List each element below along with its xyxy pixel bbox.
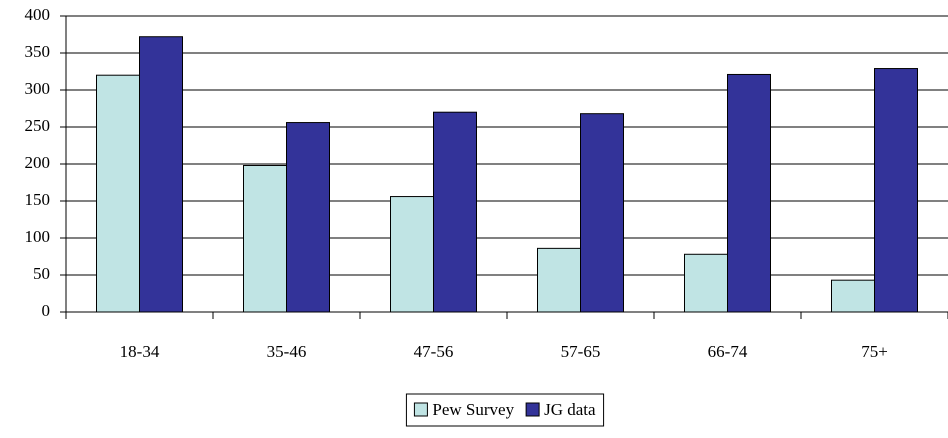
x-tick-label: 66-74 — [708, 342, 748, 361]
bar — [286, 122, 330, 313]
bar — [139, 36, 183, 313]
y-tick-label: 0 — [42, 301, 51, 320]
bar — [243, 164, 287, 313]
y-tick-label: 100 — [25, 227, 51, 246]
y-tick-label: 200 — [25, 153, 51, 172]
y-tick-label: 150 — [25, 190, 51, 209]
bar — [874, 68, 918, 313]
legend-label: Pew Survey — [432, 400, 514, 419]
bar — [684, 253, 728, 313]
bar — [96, 74, 140, 313]
bar — [831, 279, 875, 313]
bar — [433, 111, 477, 313]
y-tick-label: 250 — [25, 116, 51, 135]
bar — [727, 73, 771, 313]
y-tick-label: 350 — [25, 42, 51, 61]
x-tick-label: 18-34 — [120, 342, 160, 361]
y-tick-label: 400 — [25, 5, 51, 24]
x-tick-label: 57-65 — [561, 342, 601, 361]
legend-box — [405, 393, 605, 427]
bar — [580, 113, 624, 313]
x-tick-label: 47-56 — [414, 342, 454, 361]
legend-swatch — [413, 402, 428, 417]
y-tick-label: 300 — [25, 79, 51, 98]
bar — [390, 196, 434, 313]
y-tick-label: 50 — [33, 264, 50, 283]
x-tick-label: 35-46 — [267, 342, 307, 361]
x-tick-label: 75+ — [861, 342, 888, 361]
legend-swatch — [525, 402, 540, 417]
bar — [537, 247, 581, 313]
legend-label: JG data — [544, 400, 596, 419]
